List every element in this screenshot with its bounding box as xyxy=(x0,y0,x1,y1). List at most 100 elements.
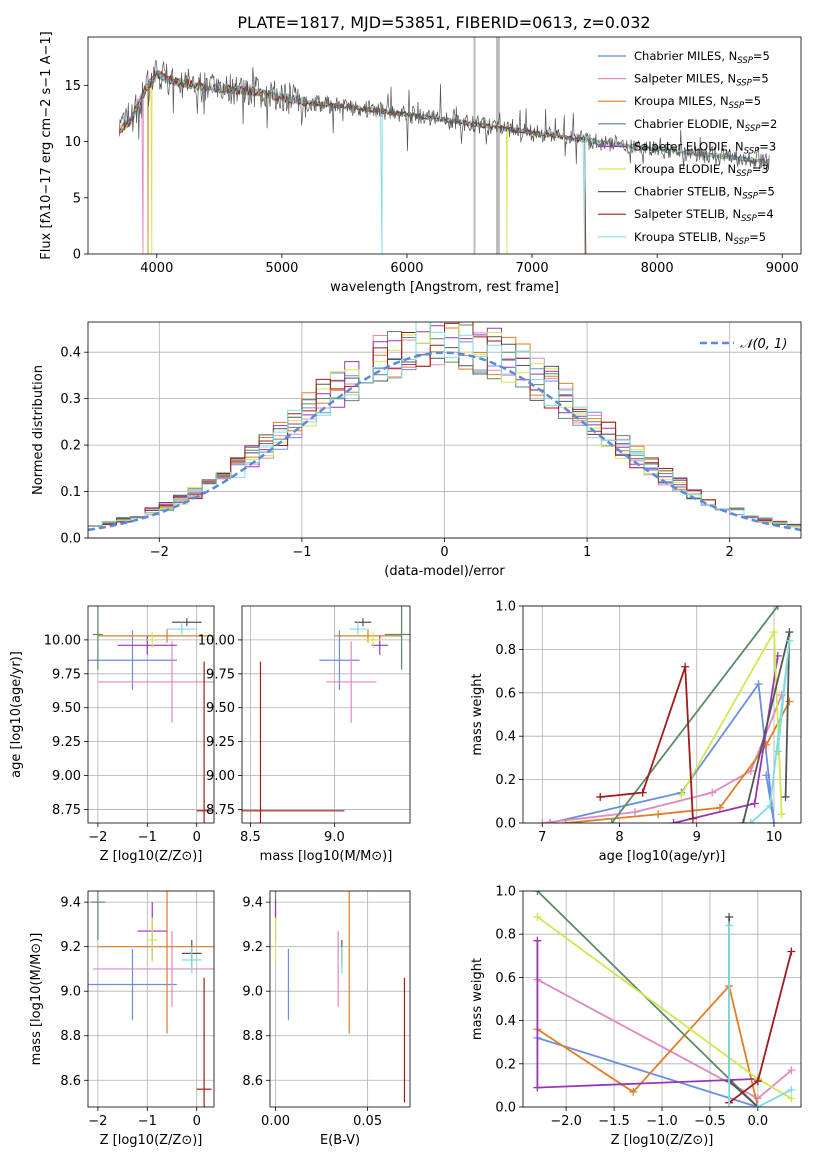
weight-marker xyxy=(769,628,778,637)
y-tick-label: 0.4 xyxy=(495,1014,516,1029)
weight-marker xyxy=(630,808,639,817)
weight-line xyxy=(542,694,783,823)
y-axis-label: Flux [fλ10−17 erg cm−2 s−1 A−1] xyxy=(39,31,54,259)
x-axis-label: Z [log10(Z/Z⊙)] xyxy=(100,849,203,864)
y-tick-label: 0.6 xyxy=(495,686,516,701)
y-tick-label: 9.00 xyxy=(52,769,81,784)
y-tick-label: 0.3 xyxy=(60,392,81,407)
weight-line xyxy=(611,606,779,823)
x-axis-label: wavelength [Angstrom, rest frame] xyxy=(330,280,559,295)
legend: Chabrier MILES, NSSP=5 Salpeter MILES, NS… xyxy=(598,49,777,247)
plot-area xyxy=(538,606,794,823)
weight-line xyxy=(742,631,791,823)
weight-line xyxy=(537,1037,759,1107)
weight-line xyxy=(536,984,759,1107)
y-tick-label: 8.75 xyxy=(206,803,235,818)
weight-marker xyxy=(753,1077,762,1086)
weight-line xyxy=(728,925,792,1107)
weight-marker xyxy=(546,819,555,823)
mass-vs-extinction-panel: 0.00 0.05 8.6 8.8 9.0 9.2 9.4 E(B-V) xyxy=(242,890,411,1148)
weight-marker xyxy=(533,912,542,921)
x-tick-label: 5000 xyxy=(265,261,298,276)
weight-marker xyxy=(746,819,755,823)
axes-frame xyxy=(87,890,215,1108)
y-tick-label: 10 xyxy=(64,135,81,150)
x-tick-label: −1 xyxy=(138,1114,157,1129)
x-tick-label: 9000 xyxy=(766,261,799,276)
weight-marker xyxy=(781,792,790,801)
y-tick-label: 1.0 xyxy=(495,885,516,900)
axes-frame xyxy=(522,605,802,824)
weight-marker xyxy=(688,814,697,823)
y-axis-label: mass weight xyxy=(470,958,485,1040)
x-tick-label: −1 xyxy=(138,830,157,845)
x-tick-label: 0 xyxy=(440,545,448,560)
weight-marker xyxy=(654,810,663,819)
weight-marker xyxy=(715,803,724,812)
x-axis-label: Z [log10(Z/Z⊙)] xyxy=(100,1133,203,1148)
legend-entry: Chabrier MILES, NSSP=5 xyxy=(634,49,770,66)
y-tick-label: 9.0 xyxy=(242,985,263,1000)
y-tick-label: 10.00 xyxy=(198,633,235,648)
axes-frame xyxy=(87,36,802,255)
spectrum-line-kroupa-miles xyxy=(118,72,587,254)
spectrum-line-chabrier-stelib xyxy=(118,59,770,171)
y-tick-label: 0 xyxy=(73,248,81,263)
residual-histogram-panel: −2 −1 0 1 2 0.0 0.1 0.2 0.3 0.4 (data-model)/error… xyxy=(31,321,802,579)
plot-area xyxy=(118,37,770,254)
legend-entry: Chabrier STELIB, NSSP=5 xyxy=(634,185,775,202)
y-tick-label: 9.4 xyxy=(242,896,263,911)
weight-marker xyxy=(681,662,690,671)
y-tick-label: 9.50 xyxy=(52,701,81,716)
legend-entry: Salpeter MILES, NSSP=5 xyxy=(634,72,769,89)
plot-area xyxy=(274,891,406,1103)
weight-marker xyxy=(766,801,775,810)
weight-marker xyxy=(725,1103,734,1107)
histogram-step xyxy=(88,322,801,527)
weight-marker xyxy=(596,792,605,801)
y-tick-label: 8.6 xyxy=(242,1074,263,1089)
axes-frame xyxy=(87,321,802,539)
weight-marker xyxy=(773,747,782,756)
plot-area xyxy=(88,606,214,823)
axes-frame xyxy=(241,605,411,824)
weight-marker xyxy=(754,680,763,689)
axes-frame xyxy=(269,890,411,1108)
y-axis-label: mass [log10(M/M⊙)] xyxy=(29,933,44,1066)
y-tick-label: 9.2 xyxy=(242,940,263,955)
weight-marker xyxy=(762,771,771,780)
x-tick-label: 8 xyxy=(615,830,623,845)
axes-frame xyxy=(87,605,215,824)
plot-area xyxy=(242,606,410,823)
weight-marker xyxy=(785,628,794,637)
histogram-step xyxy=(88,322,801,527)
weight-marker xyxy=(777,810,786,819)
legend-entry: Chabrier ELODIE, NSSP=2 xyxy=(634,117,777,134)
weight-marker xyxy=(739,819,748,823)
x-tick-label: 7000 xyxy=(516,261,549,276)
legend-entry: Kroupa STELIB, NSSP=5 xyxy=(634,230,766,247)
spectrum-line-salpeter-stelib xyxy=(118,70,587,254)
weight-marker xyxy=(725,912,734,921)
x-tick-label: 9.0 xyxy=(324,830,345,845)
x-tick-label: 8.5 xyxy=(240,830,261,845)
y-tick-label: 0.6 xyxy=(495,971,516,986)
x-tick-label: −1.5 xyxy=(598,1114,630,1129)
axes-frame xyxy=(522,890,802,1108)
spectrum-line-kroupa-stelib xyxy=(119,71,770,254)
x-tick-label: −2 xyxy=(88,830,107,845)
x-tick-label: 1 xyxy=(583,545,591,560)
weight-line xyxy=(536,978,792,1100)
y-tick-label: 0.2 xyxy=(495,1057,516,1072)
x-tick-label: −1 xyxy=(292,545,311,560)
y-tick-label: 9.00 xyxy=(206,769,235,784)
y-tick-label: 0.4 xyxy=(495,730,516,745)
y-tick-label: 9.4 xyxy=(60,896,81,911)
x-tick-label: 10 xyxy=(766,830,783,845)
x-axis-label: (data-model)/error xyxy=(384,564,505,579)
weight-line xyxy=(549,681,775,823)
y-tick-label: 0.4 xyxy=(60,346,81,361)
x-tick-label: 0.0 xyxy=(748,1114,769,1129)
y-axis-label: mass weight xyxy=(470,673,485,755)
